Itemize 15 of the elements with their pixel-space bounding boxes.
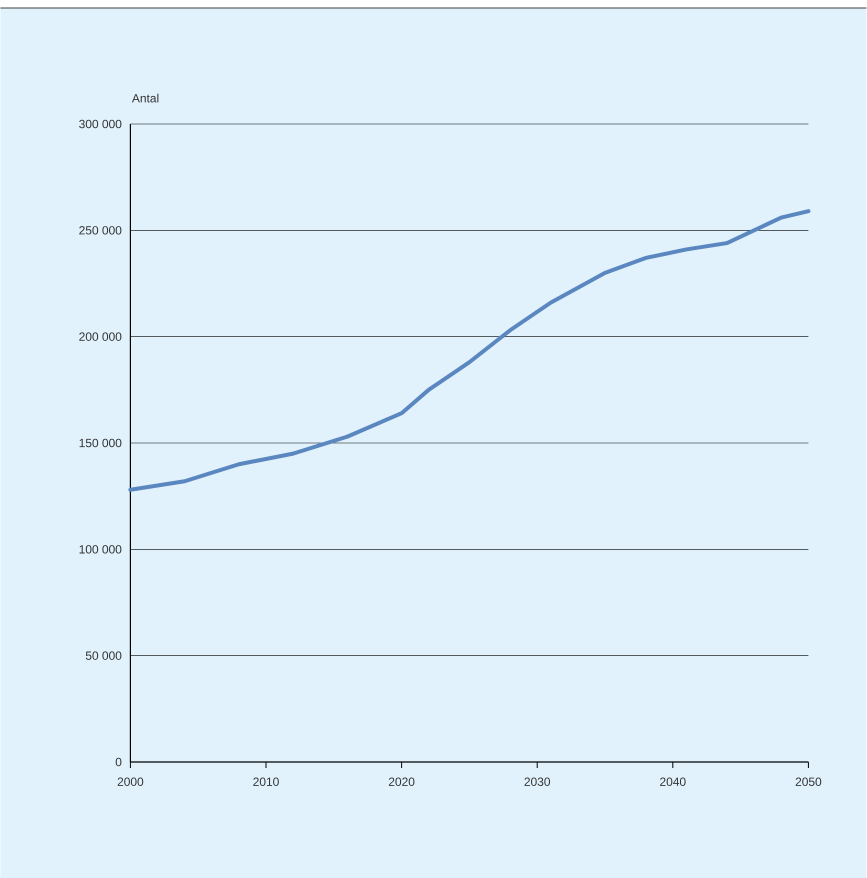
y-tick-label: 50 000 — [86, 651, 122, 660]
y-tick-label: 300 000 — [79, 120, 122, 128]
line-series — [128, 209, 811, 492]
x-tick-label: 2000 — [118, 778, 144, 786]
y-tick-label: 250 000 — [79, 226, 122, 235]
y-tick-label: 150 000 — [80, 438, 122, 448]
y-tick-label: 100 000 — [80, 545, 122, 554]
x-tick-label: 2010 — [253, 778, 279, 786]
x-tick-label: 2030 — [524, 778, 550, 786]
y-tick-label: 200 000 — [79, 332, 122, 341]
y-tick-label: 0 — [116, 758, 122, 766]
y-axis-title: Antal — [132, 94, 158, 102]
x-tick-label: 2040 — [660, 778, 686, 786]
x-tick-label: 2050 — [796, 778, 822, 786]
x-tick-label: 2020 — [388, 778, 415, 786]
